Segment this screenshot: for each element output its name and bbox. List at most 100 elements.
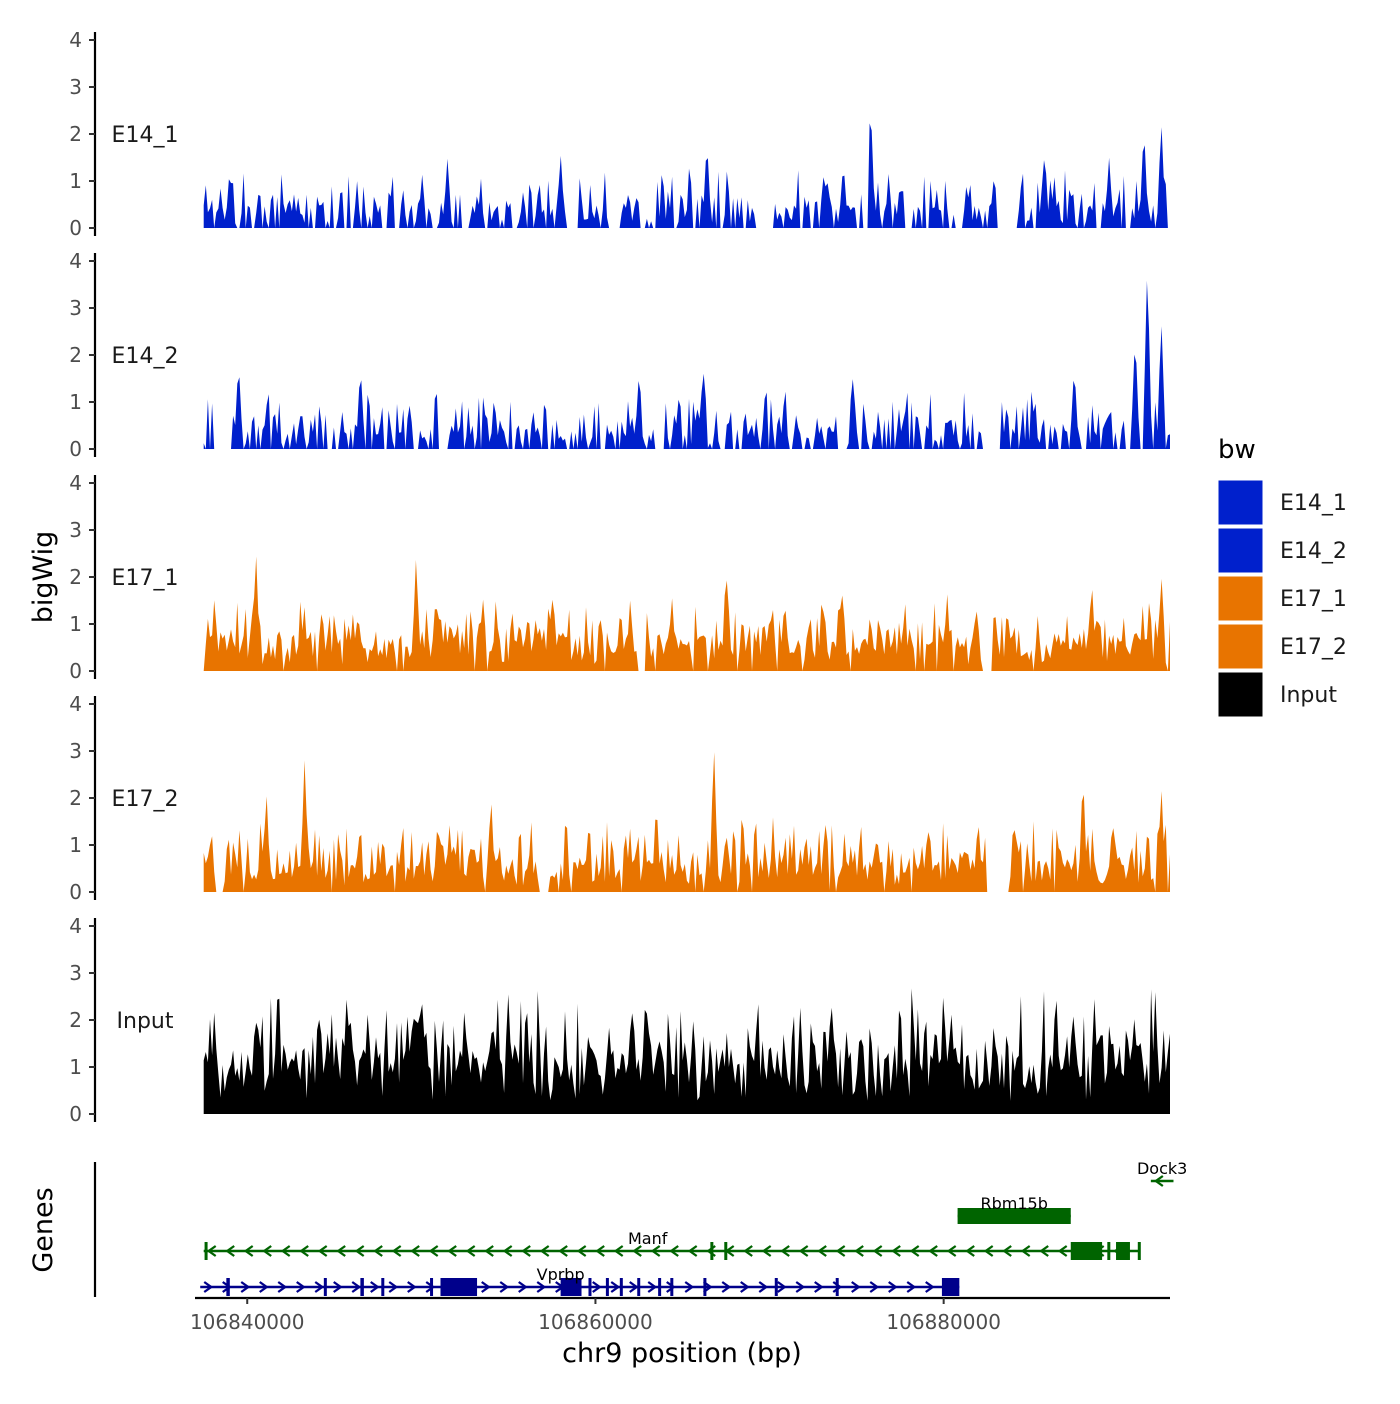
strand-chevron: [758, 1281, 769, 1293]
exon: [774, 1278, 778, 1296]
strand-chevron: [410, 1245, 420, 1257]
strand-chevron: [206, 1245, 217, 1257]
gene-Rbm15b: Rbm15b: [957, 1194, 1071, 1224]
y-tick-label: 2: [69, 343, 82, 367]
strand-chevron: [262, 1245, 272, 1257]
strand-chevron: [296, 1281, 306, 1293]
gene-Manf: Manf: [203, 1229, 1141, 1260]
strand-chevron: [721, 1281, 732, 1293]
y-tick-label: 1: [69, 612, 82, 636]
strand-chevron: [351, 1281, 362, 1293]
strand-chevron: [777, 1281, 787, 1293]
strand-chevron: [521, 1245, 531, 1257]
strand-chevron: [795, 1281, 806, 1293]
exon: [588, 1278, 592, 1296]
strand-chevron: [869, 1281, 880, 1293]
exon: [430, 1278, 434, 1296]
strand-chevron: [1057, 1245, 1068, 1257]
exon: [724, 1242, 728, 1260]
y-tick-label: 3: [69, 75, 82, 99]
strand-chevron: [666, 1281, 676, 1293]
y-tick-label: 4: [69, 249, 82, 273]
track-E17_2: 0 1 2 3 4 E17_2: [69, 692, 1170, 904]
y-tick-label: 0: [69, 437, 82, 461]
strand-chevron: [370, 1281, 380, 1293]
y-tick-label: 3: [69, 961, 82, 985]
strand-chevron: [740, 1281, 750, 1293]
legend-swatch-E17_1: [1217, 575, 1264, 622]
legend-label: Input: [1280, 683, 1337, 708]
exon: [1116, 1242, 1130, 1260]
strand-chevron: [814, 1281, 824, 1293]
exon: [658, 1278, 662, 1296]
x-tick-label: 106860000: [538, 1310, 653, 1334]
gene-label: Manf: [628, 1229, 668, 1248]
strand-chevron: [647, 1281, 658, 1293]
strand-chevron: [925, 1281, 935, 1293]
exon: [670, 1278, 674, 1296]
legend-swatch-E17_2: [1217, 623, 1264, 670]
exon: [957, 1208, 1071, 1224]
track-label: E14_1: [112, 123, 179, 148]
strand-chevron: [928, 1245, 938, 1257]
exon: [323, 1278, 327, 1296]
strand-chevron: [1002, 1245, 1012, 1257]
strand-chevron: [373, 1245, 383, 1257]
strand-chevron: [595, 1245, 605, 1257]
strand-chevron: [854, 1245, 864, 1257]
legend-label: E14_2: [1280, 539, 1347, 564]
strand-chevron: [817, 1245, 827, 1257]
exon: [1107, 1242, 1111, 1260]
y-tick-label: 3: [69, 518, 82, 542]
y-tick-label: 4: [69, 914, 82, 938]
x-tick-label: 106880000: [886, 1310, 1001, 1334]
strand-chevron: [835, 1245, 846, 1257]
strand-chevron: [1153, 1175, 1164, 1187]
strand-chevron: [225, 1245, 235, 1257]
strand-chevron: [906, 1281, 917, 1293]
y-tick-label: 1: [69, 1055, 82, 1079]
y-tick-label: 4: [69, 28, 82, 52]
y-tick-label: 2: [69, 786, 82, 810]
y-tick-label: 1: [69, 833, 82, 857]
strand-chevron: [909, 1245, 920, 1257]
signal-area-E17_1: [203, 556, 1170, 671]
exon: [637, 1278, 641, 1296]
genes-panel: Dock3 Rbm15b Manf Vprbp: [93, 1159, 1187, 1297]
legend-label: E17_1: [1280, 587, 1347, 612]
strand-chevron: [558, 1245, 568, 1257]
track-panels: 0 1 2 3 4 E14_1 0 1 2 3 4 E14_2 0 1 2 3 4 E17_1 0 1 2 3 4 E17_2…: [69, 28, 1170, 1126]
y-tick-label: 0: [69, 1102, 82, 1126]
strand-chevron: [333, 1281, 343, 1293]
strand-chevron: [317, 1245, 328, 1257]
exon: [226, 1278, 230, 1296]
gene-label: Vprbp: [537, 1265, 585, 1284]
exon: [360, 1278, 364, 1296]
track-label: E14_2: [112, 344, 179, 369]
exon: [381, 1278, 385, 1296]
signal-area-Input: [203, 988, 1170, 1114]
strand-chevron: [983, 1245, 994, 1257]
legend: bw E14_1 E14_2 E17_1 E17_2 Input: [1217, 435, 1347, 718]
strand-chevron: [428, 1245, 439, 1257]
strand-chevron: [407, 1281, 417, 1293]
strand-chevron: [499, 1281, 510, 1293]
y-tick-label: 4: [69, 692, 82, 716]
strand-chevron: [684, 1281, 695, 1293]
exon: [560, 1278, 582, 1296]
exon: [703, 1278, 707, 1296]
strand-chevron: [780, 1245, 790, 1257]
exon: [440, 1278, 478, 1296]
strand-chevron: [388, 1281, 399, 1293]
y-tick-label: 2: [69, 122, 82, 146]
y-tick-label: 4: [69, 471, 82, 495]
y-tick-label: 0: [69, 880, 82, 904]
strand-chevron: [243, 1245, 254, 1257]
gene-label: Rbm15b: [980, 1194, 1047, 1213]
strand-chevron: [629, 1281, 639, 1293]
strand-chevron: [632, 1245, 642, 1257]
signal-area-E17_2: [203, 752, 1170, 892]
x-axis: 106840000 106860000 106880000: [190, 1296, 1170, 1334]
strand-chevron: [650, 1245, 661, 1257]
